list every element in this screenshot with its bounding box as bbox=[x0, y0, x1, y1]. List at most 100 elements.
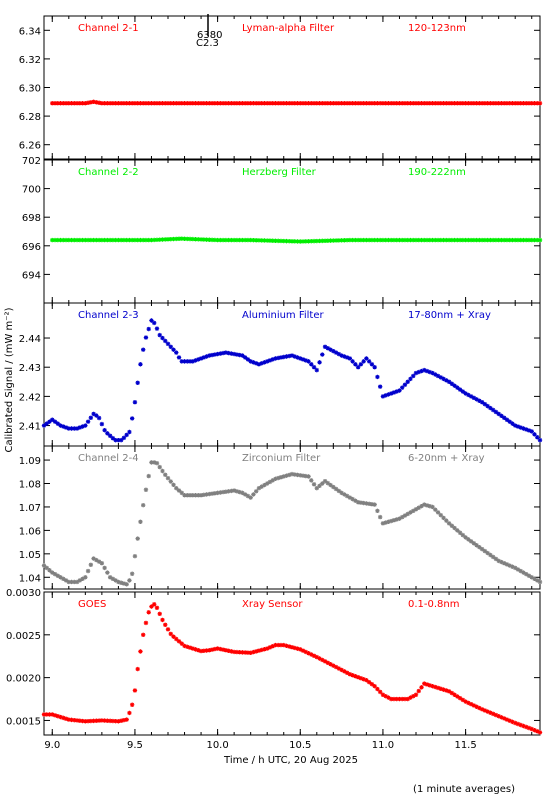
data-point bbox=[397, 101, 402, 106]
data-point bbox=[510, 237, 515, 243]
data-point bbox=[336, 101, 342, 106]
data-point bbox=[58, 423, 63, 428]
data-point bbox=[270, 644, 275, 649]
data-point bbox=[50, 101, 55, 106]
data-point bbox=[127, 710, 132, 716]
data-point bbox=[402, 237, 408, 243]
data-point bbox=[366, 679, 372, 685]
data-point bbox=[482, 708, 488, 713]
data-point bbox=[430, 370, 435, 376]
data-point bbox=[510, 564, 515, 569]
data-point bbox=[72, 426, 77, 431]
data-point bbox=[328, 101, 333, 106]
data-point bbox=[300, 473, 306, 478]
y-tick-label: 694 bbox=[22, 270, 41, 281]
y-tick-label: 6.28 bbox=[19, 112, 41, 123]
data-point bbox=[391, 237, 397, 243]
data-point bbox=[267, 479, 273, 485]
data-point bbox=[118, 718, 124, 723]
data-point bbox=[375, 686, 380, 692]
data-point bbox=[259, 484, 264, 489]
data-point bbox=[196, 648, 201, 653]
data-point bbox=[485, 101, 490, 106]
data-point bbox=[141, 347, 146, 352]
data-point bbox=[507, 237, 512, 243]
data-point bbox=[430, 683, 435, 689]
data-point bbox=[405, 101, 410, 106]
data-point bbox=[405, 696, 410, 702]
data-point bbox=[369, 502, 375, 507]
data-point bbox=[386, 519, 391, 524]
data-point bbox=[535, 729, 540, 734]
data-point bbox=[408, 695, 413, 700]
data-point bbox=[138, 101, 143, 106]
data-point bbox=[413, 507, 419, 512]
data-point bbox=[490, 407, 496, 413]
data-point bbox=[218, 490, 223, 495]
data-series bbox=[41, 318, 543, 443]
data-point bbox=[455, 528, 460, 533]
data-point bbox=[317, 101, 322, 106]
data-point bbox=[488, 405, 493, 411]
data-point bbox=[438, 375, 443, 380]
data-point bbox=[537, 101, 543, 106]
data-point bbox=[245, 101, 251, 106]
data-point bbox=[132, 553, 138, 559]
data-point bbox=[226, 489, 231, 494]
data-point bbox=[242, 650, 248, 655]
data-point bbox=[80, 101, 85, 106]
data-point bbox=[85, 568, 91, 574]
data-point bbox=[47, 712, 52, 717]
data-point bbox=[287, 644, 292, 649]
data-point bbox=[298, 101, 303, 106]
data-point bbox=[303, 101, 308, 106]
data-point bbox=[493, 237, 499, 243]
data-series bbox=[50, 236, 543, 244]
data-point bbox=[311, 482, 317, 487]
data-point bbox=[69, 717, 74, 723]
data-point bbox=[118, 580, 124, 585]
data-point bbox=[471, 237, 477, 243]
data-point bbox=[416, 505, 421, 510]
data-point bbox=[223, 101, 229, 106]
data-point bbox=[369, 681, 375, 687]
flare-annotation-bottom: C2.3 bbox=[196, 38, 219, 49]
data-point bbox=[259, 361, 264, 366]
data-point bbox=[350, 673, 355, 678]
data-point bbox=[400, 101, 405, 106]
data-point bbox=[132, 101, 138, 106]
data-point bbox=[416, 237, 421, 243]
data-point bbox=[394, 517, 399, 522]
data-point bbox=[218, 351, 223, 356]
data-point bbox=[314, 367, 319, 373]
data-point bbox=[231, 649, 237, 655]
data-point bbox=[427, 503, 432, 509]
data-point bbox=[408, 376, 413, 382]
data-point bbox=[165, 101, 171, 106]
y-tick-label: 0.0015 bbox=[6, 716, 41, 727]
data-point bbox=[477, 101, 482, 106]
data-point bbox=[521, 426, 526, 431]
data-point bbox=[245, 357, 251, 362]
data-point bbox=[229, 488, 234, 494]
data-point bbox=[339, 101, 344, 106]
data-point bbox=[248, 650, 253, 655]
data-point bbox=[198, 101, 204, 106]
data-point bbox=[215, 101, 220, 106]
data-point bbox=[171, 482, 176, 488]
data-point bbox=[94, 237, 99, 243]
data-point bbox=[391, 390, 397, 395]
y-tick-label: 6.30 bbox=[19, 84, 41, 95]
data-point bbox=[201, 101, 207, 106]
data-point bbox=[226, 648, 231, 653]
plot-frame bbox=[43, 302, 541, 447]
data-point bbox=[52, 101, 58, 106]
data-point bbox=[204, 648, 209, 653]
data-point bbox=[152, 320, 157, 326]
data-point bbox=[278, 642, 284, 648]
data-point bbox=[231, 101, 237, 106]
data-point bbox=[535, 578, 540, 583]
data-point bbox=[474, 237, 479, 243]
data-point bbox=[380, 394, 386, 399]
data-point bbox=[485, 403, 490, 409]
